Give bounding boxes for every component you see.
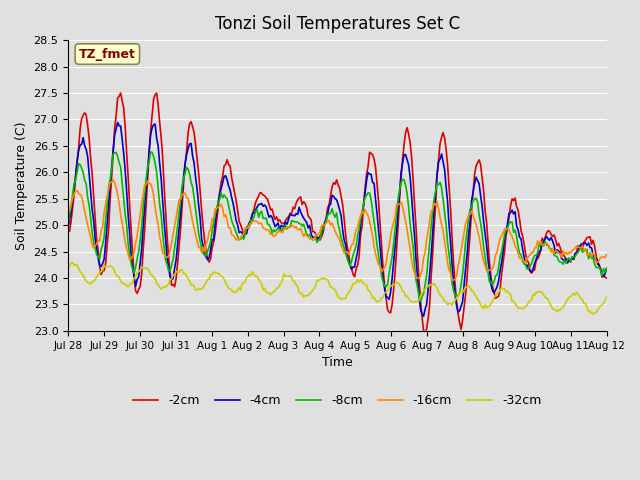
-16cm — [301, 231, 309, 237]
-32cm — [69, 260, 77, 265]
-32cm — [603, 294, 611, 300]
-32cm — [132, 274, 140, 280]
-2cm — [603, 275, 611, 281]
-2cm — [132, 288, 140, 294]
-2cm — [301, 201, 309, 206]
-8cm — [147, 149, 154, 155]
Legend: -2cm, -4cm, -8cm, -16cm, -32cm: -2cm, -4cm, -8cm, -16cm, -32cm — [128, 389, 547, 412]
-32cm — [64, 266, 72, 272]
-8cm — [301, 226, 309, 232]
-4cm — [576, 244, 584, 250]
Line: -32cm: -32cm — [68, 263, 607, 314]
-2cm — [64, 229, 72, 235]
-2cm — [227, 163, 234, 169]
-16cm — [244, 225, 252, 231]
-16cm — [109, 177, 117, 183]
-16cm — [227, 225, 234, 231]
-4cm — [227, 187, 234, 193]
Line: -8cm: -8cm — [68, 152, 607, 302]
-4cm — [244, 223, 252, 229]
-2cm — [421, 331, 429, 337]
Title: Tonzi Soil Temperatures Set C: Tonzi Soil Temperatures Set C — [215, 15, 460, 33]
Y-axis label: Soil Temperature (C): Soil Temperature (C) — [15, 121, 28, 250]
-8cm — [417, 299, 424, 305]
-32cm — [244, 273, 252, 279]
-16cm — [576, 245, 584, 251]
-4cm — [253, 204, 261, 210]
-4cm — [132, 283, 140, 289]
-2cm — [117, 90, 125, 96]
Line: -4cm: -4cm — [68, 122, 607, 316]
-8cm — [131, 270, 138, 276]
-4cm — [114, 120, 122, 125]
-8cm — [603, 265, 611, 271]
-8cm — [253, 207, 261, 213]
Line: -16cm: -16cm — [68, 180, 607, 280]
-32cm — [253, 273, 261, 279]
-4cm — [420, 313, 428, 319]
-8cm — [244, 224, 252, 230]
-8cm — [576, 247, 584, 252]
-8cm — [64, 221, 72, 227]
Text: TZ_fmet: TZ_fmet — [79, 48, 136, 60]
-2cm — [576, 246, 584, 252]
-16cm — [132, 240, 140, 246]
-4cm — [301, 217, 309, 223]
Line: -2cm: -2cm — [68, 93, 607, 334]
-4cm — [64, 225, 72, 230]
-2cm — [244, 226, 252, 231]
-4cm — [603, 265, 611, 271]
X-axis label: Time: Time — [322, 356, 353, 369]
-8cm — [227, 211, 234, 216]
-16cm — [450, 277, 458, 283]
-16cm — [603, 252, 611, 257]
-32cm — [227, 286, 234, 292]
-32cm — [301, 293, 309, 299]
-32cm — [589, 311, 597, 317]
-16cm — [64, 211, 72, 217]
-32cm — [574, 291, 582, 297]
-2cm — [253, 196, 261, 202]
-16cm — [253, 219, 261, 225]
